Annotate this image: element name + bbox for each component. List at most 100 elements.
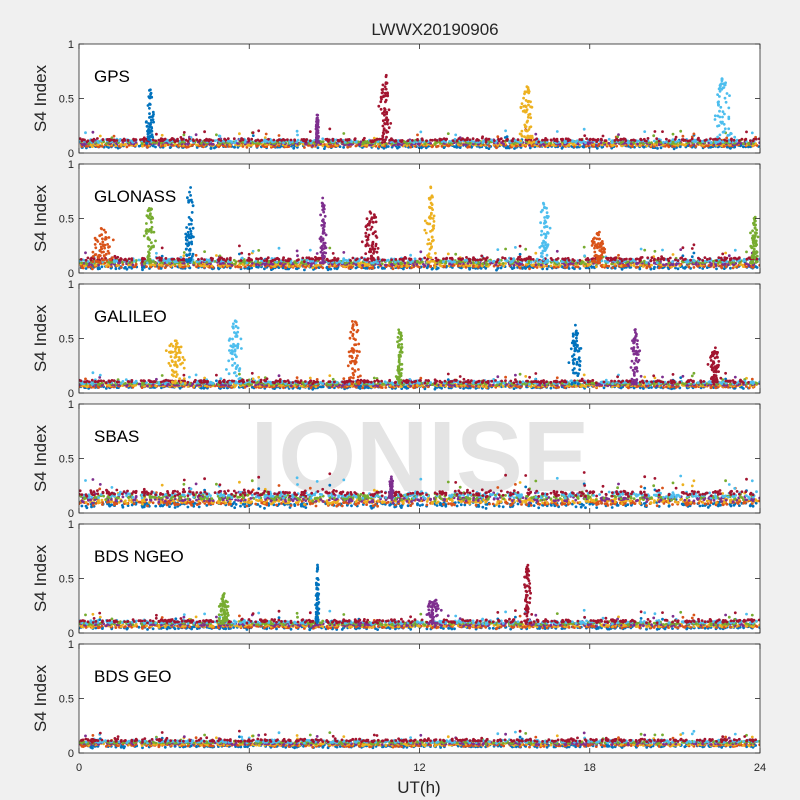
data-point [642, 137, 646, 141]
data-point [671, 141, 674, 144]
data-point [233, 145, 236, 149]
data-point [188, 137, 191, 141]
data-point [308, 139, 312, 143]
data-point [101, 138, 105, 141]
data-point [160, 254, 164, 258]
burst-point [152, 120, 156, 124]
data-point [724, 251, 727, 255]
data-point [723, 138, 726, 142]
data-point [499, 137, 503, 141]
data-point [705, 138, 708, 142]
data-point [367, 263, 370, 267]
data-point [643, 130, 647, 134]
data-point [273, 258, 277, 262]
data-point [255, 265, 258, 269]
data-point [240, 256, 244, 260]
data-point [251, 249, 255, 253]
data-point [226, 137, 230, 141]
data-point [366, 266, 369, 270]
data-point [555, 130, 559, 133]
burst-point [520, 129, 524, 133]
burst-point [727, 115, 731, 119]
data-point [429, 264, 432, 268]
data-point [121, 261, 124, 264]
data-point [445, 256, 449, 260]
data-point [630, 138, 633, 142]
data-point [682, 258, 685, 262]
data-point [571, 258, 575, 261]
data-point [218, 134, 222, 138]
burst-point [383, 122, 386, 125]
data-point [316, 146, 320, 150]
data-point [350, 140, 353, 144]
data-point [380, 267, 384, 270]
burst-point [727, 127, 731, 131]
data-point [96, 137, 99, 140]
data-point [203, 258, 206, 262]
data-point [217, 266, 220, 270]
data-point [729, 143, 732, 147]
data-point [110, 260, 113, 264]
data-point [454, 252, 458, 256]
data-point [323, 147, 326, 151]
data-point [326, 140, 330, 143]
data-point [260, 138, 264, 142]
data-point [726, 263, 730, 266]
data-point [499, 258, 503, 262]
data-point [455, 139, 459, 143]
data-point [674, 266, 677, 270]
data-point [337, 263, 340, 267]
data-point [610, 141, 614, 145]
data-point [292, 146, 296, 150]
data-point [599, 141, 603, 145]
data-point [123, 139, 126, 142]
data-point [725, 136, 729, 140]
data-point [254, 263, 258, 266]
burst-point [148, 112, 151, 115]
data-point [671, 138, 675, 142]
burst-point [527, 113, 530, 117]
y-tick-label: 1 [68, 39, 74, 51]
data-point [611, 144, 614, 148]
burst-point [716, 135, 719, 139]
data-point [293, 261, 297, 264]
data-point [616, 135, 619, 139]
data-point [455, 261, 459, 265]
data-point [555, 249, 559, 253]
data-point [264, 132, 268, 136]
data-point [203, 250, 207, 254]
data-point [421, 260, 424, 264]
data-point [745, 130, 748, 134]
data-point [119, 144, 123, 147]
data-point [326, 268, 330, 272]
data-point [321, 144, 325, 148]
data-point [714, 140, 717, 144]
burst-point [522, 96, 525, 100]
data-point [660, 255, 663, 259]
data-point [547, 265, 551, 268]
data-point [321, 137, 325, 141]
data-point [232, 137, 236, 141]
data-point [721, 263, 725, 266]
data-point [84, 267, 88, 270]
data-point [678, 264, 682, 267]
data-point [636, 142, 639, 146]
data-point [709, 141, 713, 144]
data-point [335, 267, 339, 271]
data-point [434, 256, 438, 260]
data-point [671, 260, 674, 264]
data-point [742, 142, 745, 146]
data-point [607, 141, 611, 145]
data-point [665, 137, 668, 141]
data-point [86, 139, 90, 143]
data-point [511, 267, 514, 270]
data-point [263, 267, 266, 271]
data-point [211, 139, 215, 143]
burst-point [384, 81, 388, 85]
data-point [254, 260, 258, 263]
data-point [431, 267, 435, 270]
data-point [360, 256, 364, 259]
data-point [632, 138, 635, 142]
data-point [236, 145, 240, 149]
data-point [245, 145, 249, 149]
